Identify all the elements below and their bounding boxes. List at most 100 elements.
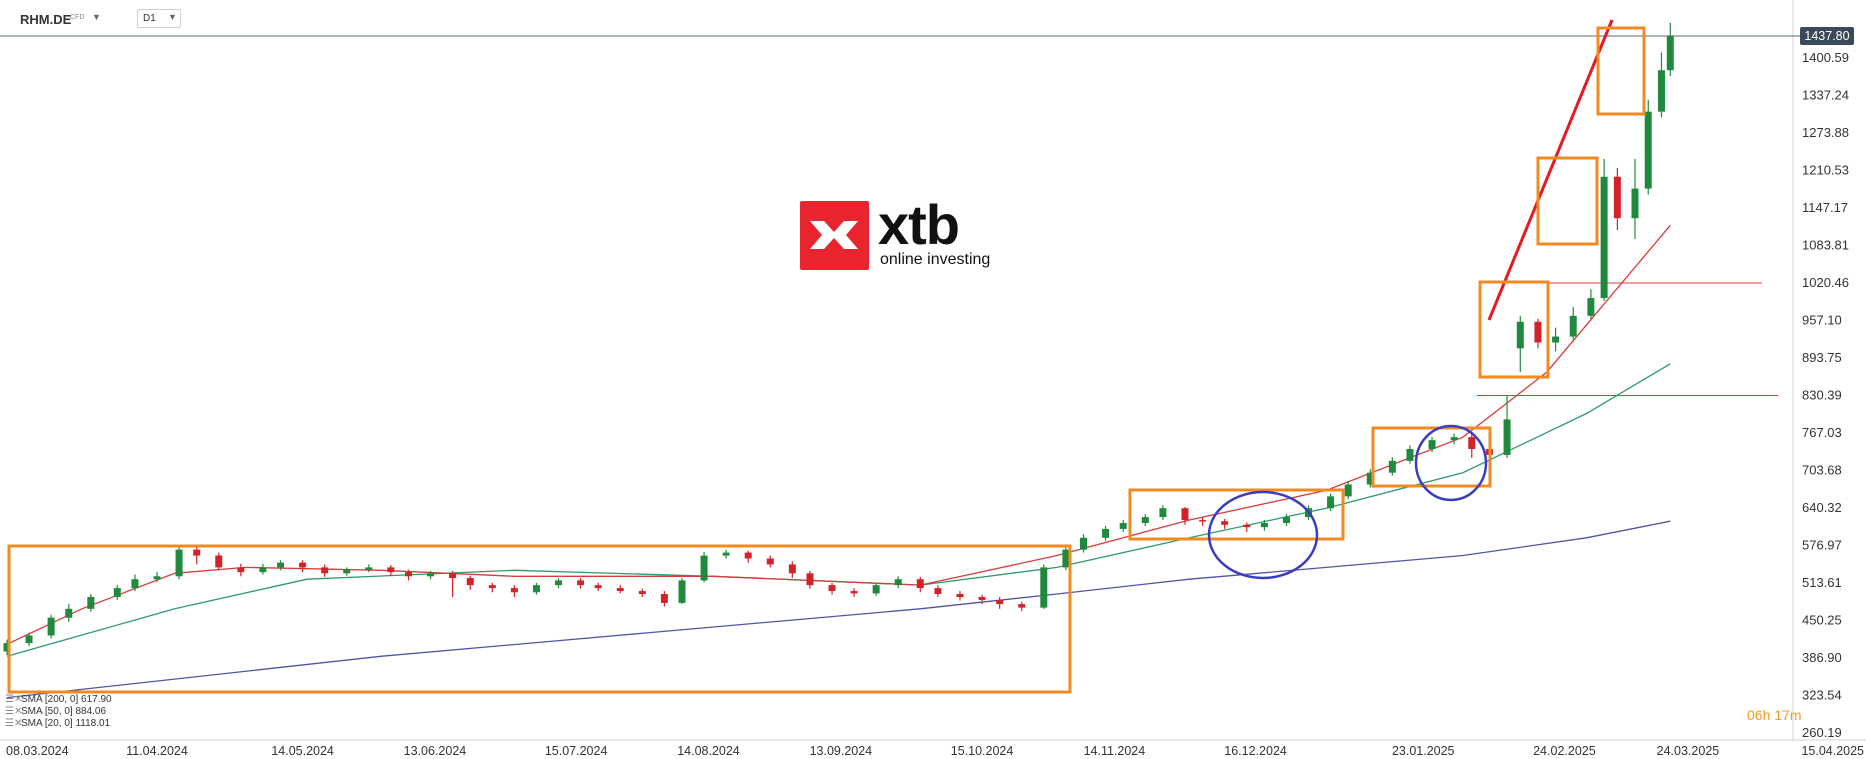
- session-timer: 06h 17m: [1747, 707, 1802, 723]
- xtb-logo-mark: [800, 201, 869, 270]
- highlight-box: [1371, 426, 1492, 488]
- logo-tagline: online investing: [880, 251, 991, 268]
- y-tick-label: 1020.46: [1802, 275, 1849, 290]
- candle: [1534, 321, 1542, 343]
- candle: [788, 564, 796, 574]
- highlight-box: [1536, 156, 1599, 246]
- candle: [1657, 70, 1665, 112]
- candle: [1613, 176, 1621, 219]
- y-tick-label: 957.10: [1802, 313, 1842, 328]
- candle: [577, 580, 585, 586]
- indicator-row-sma20[interactable]: ☰✕SMA [20, 0] 1118.01: [5, 718, 112, 730]
- candle: [678, 580, 686, 603]
- settings-icon[interactable]: ☰✕: [5, 706, 23, 717]
- candle: [427, 573, 435, 577]
- xtb-logo: xtb online investing: [800, 195, 1000, 271]
- candle: [387, 567, 395, 573]
- sma-line: [6, 520, 1671, 699]
- candle: [1344, 484, 1352, 497]
- y-tick-label: 1273.88: [1802, 125, 1849, 140]
- candle: [175, 549, 183, 577]
- symbol-label[interactable]: RHM.DE: [20, 12, 72, 27]
- candle: [3, 643, 11, 652]
- candle: [1388, 460, 1396, 473]
- candle: [532, 585, 540, 593]
- candle: [616, 588, 624, 592]
- candle: [1062, 549, 1070, 568]
- candle: [510, 588, 518, 593]
- sma-line: [6, 224, 1671, 645]
- candle: [1644, 111, 1652, 189]
- y-tick-label: 1337.24: [1802, 88, 1849, 103]
- candle: [1600, 176, 1608, 299]
- candle: [850, 591, 858, 594]
- candle: [404, 572, 412, 577]
- timeframe-select[interactable]: D1 ▼: [137, 9, 181, 28]
- y-tick-label: 1083.81: [1802, 238, 1849, 253]
- candle: [1199, 520, 1207, 522]
- candle: [449, 573, 457, 579]
- candle: [1327, 496, 1335, 509]
- settings-icon[interactable]: ☰✕: [5, 718, 23, 729]
- settings-icon[interactable]: ☰✕: [5, 694, 23, 705]
- x-tick-label: 15.04.2025: [1801, 744, 1864, 758]
- y-tick-label: 1147.17: [1802, 200, 1848, 215]
- candle: [1450, 437, 1458, 441]
- candle: [1080, 537, 1088, 550]
- y-tick-label: 576.97: [1802, 538, 1842, 553]
- candle: [1282, 517, 1290, 523]
- indicator-label: SMA [20, 0] 1118.01: [21, 718, 111, 729]
- y-tick-label: 260.19: [1802, 725, 1842, 740]
- candle: [1428, 440, 1436, 450]
- candle: [828, 585, 836, 592]
- indicator-row-sma200[interactable]: ☰✕SMA [200, 0] 617.90: [5, 694, 112, 706]
- candle: [343, 569, 351, 574]
- candle: [299, 562, 307, 568]
- y-tick-label: 703.68: [1802, 463, 1842, 478]
- indicator-label: SMA [200, 0] 617.90: [21, 694, 112, 705]
- x-tick-label: 13.09.2024: [810, 744, 873, 758]
- trend-line: [1487, 19, 1614, 321]
- x-tick-label: 08.03.2024: [6, 744, 69, 758]
- candle: [660, 594, 668, 603]
- candle: [934, 588, 942, 595]
- x-tick-label: 23.01.2025: [1392, 744, 1455, 758]
- y-tick-label: 1210.53: [1802, 163, 1849, 178]
- candle: [956, 594, 964, 597]
- y-tick-label: 830.39: [1802, 388, 1842, 403]
- y-tick-label: 1400.59: [1802, 50, 1849, 65]
- candle: [1587, 298, 1595, 316]
- candle: [1102, 528, 1110, 538]
- highlight-ellipse: [1207, 490, 1319, 580]
- candle: [638, 591, 646, 595]
- candle: [554, 580, 562, 586]
- y-tick-label: 893.75: [1802, 350, 1842, 365]
- candle: [1243, 524, 1251, 528]
- last-price-tag: 1437.80: [1800, 27, 1854, 45]
- y-tick-label: 767.03: [1802, 425, 1842, 440]
- candle: [1406, 449, 1414, 461]
- candle: [806, 573, 814, 586]
- candle: [894, 579, 902, 586]
- x-tick-label: 13.06.2024: [404, 744, 467, 758]
- candle: [65, 608, 73, 618]
- candle: [916, 579, 924, 589]
- x-mark-icon: [810, 221, 858, 249]
- x-tick-label: 14.08.2024: [677, 744, 740, 758]
- candle: [1569, 315, 1577, 337]
- candle: [131, 579, 139, 589]
- candle: [978, 596, 986, 600]
- symbol-chevron-down-icon[interactable]: ▼: [92, 12, 101, 22]
- candle: [766, 558, 774, 565]
- candle: [277, 562, 285, 568]
- candle: [1503, 419, 1511, 455]
- chart-toolbar: RHM.DE CFD ▼ D1 ▼: [0, 0, 1866, 34]
- candle: [237, 567, 245, 573]
- candle: [594, 585, 602, 589]
- candle: [744, 552, 752, 559]
- indicator-row-sma50[interactable]: ☰✕SMA [50, 0] 884.06: [5, 706, 112, 718]
- indicator-legend: ☰✕SMA [200, 0] 617.90 ☰✕SMA [50, 0] 884.…: [5, 694, 112, 730]
- candle: [1516, 321, 1524, 349]
- candle: [25, 635, 33, 644]
